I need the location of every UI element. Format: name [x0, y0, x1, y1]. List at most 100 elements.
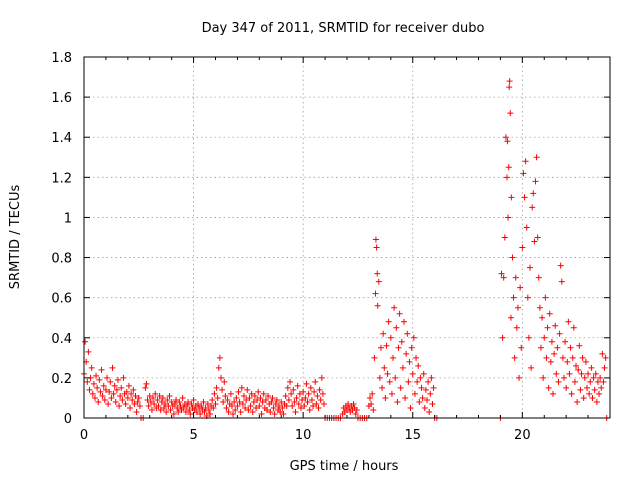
data-point	[302, 394, 309, 401]
data-point	[201, 408, 208, 415]
data-point	[319, 390, 326, 397]
data-point	[254, 396, 261, 403]
data-point	[242, 404, 249, 411]
data-point	[529, 204, 536, 211]
data-point	[88, 364, 95, 371]
data-point	[174, 404, 181, 411]
data-point	[300, 388, 307, 395]
data-point	[99, 392, 106, 399]
data-point	[567, 344, 574, 351]
data-point	[577, 386, 584, 393]
data-point	[305, 390, 312, 397]
data-point	[98, 366, 105, 373]
data-point	[142, 384, 149, 391]
data-point	[119, 396, 126, 403]
data-point	[267, 408, 274, 415]
data-point	[353, 406, 360, 413]
data-point	[146, 392, 153, 399]
data-point	[555, 378, 562, 385]
data-point	[264, 406, 271, 413]
data-point	[265, 392, 272, 399]
data-point	[238, 384, 245, 391]
data-point	[278, 398, 285, 405]
data-point	[525, 334, 532, 341]
data-point	[114, 376, 121, 383]
data-point	[413, 354, 420, 361]
data-point	[245, 406, 252, 413]
data-point	[152, 390, 159, 397]
data-point	[184, 402, 191, 409]
data-point	[230, 410, 237, 417]
data-point	[553, 370, 560, 377]
data-point	[258, 410, 265, 417]
data-point	[277, 408, 284, 415]
data-point	[173, 396, 180, 403]
data-point	[417, 374, 424, 381]
data-point	[503, 174, 510, 181]
data-point	[159, 394, 166, 401]
x-tick-label: 15	[404, 428, 421, 443]
data-point	[581, 374, 588, 381]
data-point	[403, 350, 410, 357]
data-point	[399, 364, 406, 371]
data-point	[132, 392, 139, 399]
data-point	[566, 370, 573, 377]
data-point	[396, 310, 403, 317]
data-point	[571, 378, 578, 385]
data-point	[585, 370, 592, 377]
data-point	[534, 234, 541, 241]
data-point	[500, 274, 507, 281]
data-point	[271, 410, 278, 417]
data-point	[294, 382, 301, 389]
data-point	[280, 410, 287, 417]
data-point	[136, 402, 143, 409]
data-point	[508, 194, 515, 201]
data-point	[129, 396, 136, 403]
data-point	[110, 390, 117, 397]
data-point	[194, 400, 201, 407]
data-point	[237, 408, 244, 415]
data-point	[251, 392, 258, 399]
data-point	[148, 406, 155, 413]
data-point	[303, 380, 310, 387]
data-point	[513, 324, 520, 331]
data-point	[560, 374, 567, 381]
data-point	[559, 354, 566, 361]
data-point	[558, 278, 565, 285]
data-point	[547, 358, 554, 365]
data-point	[283, 402, 290, 409]
data-point	[409, 370, 416, 377]
data-point	[225, 408, 232, 415]
data-point	[101, 396, 108, 403]
data-point	[429, 400, 436, 407]
data-point	[530, 190, 537, 197]
data-point	[116, 402, 123, 409]
data-point	[222, 392, 229, 399]
data-point	[565, 318, 572, 325]
plot-frame	[83, 56, 611, 419]
data-point	[345, 400, 352, 407]
data-point	[236, 398, 243, 405]
data-point	[89, 390, 96, 397]
data-point	[352, 410, 359, 417]
data-point	[570, 324, 577, 331]
data-point	[541, 334, 548, 341]
data-point	[520, 170, 527, 177]
data-point	[350, 400, 357, 407]
data-point	[420, 370, 427, 377]
x-axis-label: GPS time / hours	[290, 459, 399, 474]
data-point	[512, 274, 519, 281]
data-point	[144, 396, 151, 403]
data-point	[134, 398, 141, 405]
data-point	[306, 406, 313, 413]
data-point	[551, 350, 558, 357]
data-point	[588, 364, 595, 371]
data-point	[133, 408, 140, 415]
data-point	[224, 396, 231, 403]
data-point	[421, 404, 428, 411]
data-point	[545, 384, 552, 391]
data-point	[556, 330, 563, 337]
data-point	[410, 334, 417, 341]
data-point	[145, 402, 152, 409]
data-point	[177, 402, 184, 409]
